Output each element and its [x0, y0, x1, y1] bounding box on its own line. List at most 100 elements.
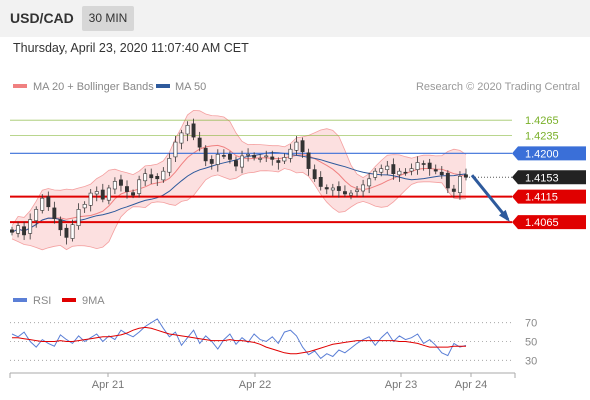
rsi-tick-50: 50: [525, 337, 537, 349]
timeframe-button[interactable]: 30 MIN: [82, 6, 134, 31]
rsi-tick-30: 30: [525, 355, 537, 367]
candle-body: [409, 168, 414, 172]
level-label-1-4065: 1.4065: [525, 217, 559, 229]
candle-body: [125, 186, 129, 192]
candle-body: [137, 179, 142, 194]
legend-swatch-rsi: [13, 298, 27, 302]
candle-body: [173, 141, 178, 158]
candle-body: [270, 156, 275, 160]
legend-label-ma50: MA 50: [175, 81, 206, 93]
candle-body: [228, 154, 232, 160]
candle-body: [100, 189, 105, 200]
rsi-line: [11, 318, 467, 360]
candle-body: [58, 219, 63, 231]
legend-label-ma20: MA 20 + Bollinger Bands: [33, 81, 154, 93]
candle-body: [52, 207, 57, 219]
candle-body: [209, 159, 214, 164]
candle-body: [463, 174, 468, 178]
level-label-1-4235: 1.4235: [525, 130, 559, 142]
candle-body: [215, 154, 220, 165]
level-label-1-4200: 1.4200: [525, 148, 559, 160]
candle-body: [379, 168, 384, 173]
candle-body: [427, 162, 432, 169]
x-tick-label: Apr 23: [385, 379, 417, 391]
candle-body: [421, 163, 426, 165]
candle-body: [403, 171, 408, 174]
candle-body: [355, 189, 359, 192]
candle-body: [336, 186, 341, 191]
candle-body: [185, 125, 190, 135]
candle-body: [221, 155, 226, 157]
candle-body: [40, 197, 45, 211]
candle-body: [439, 171, 444, 175]
rsi-tick-70: 70: [525, 318, 537, 330]
candle-body: [167, 158, 172, 173]
candle-body: [119, 179, 123, 186]
resistance-tag-1-4200: [512, 146, 586, 161]
level-label-1-4115: 1.4115: [525, 192, 558, 204]
legend-label-rsi: RSI: [33, 295, 51, 307]
bollinger-lower-line: [11, 168, 467, 251]
candle-body: [300, 140, 305, 153]
candle-body: [348, 192, 353, 196]
candle-body: [112, 181, 117, 190]
candle-body: [106, 187, 111, 201]
legend-label-9ma: 9MA: [82, 295, 105, 307]
candle-body: [64, 227, 69, 238]
candle-body: [234, 160, 238, 167]
candle-body: [88, 192, 93, 206]
candle-body: [28, 219, 33, 234]
chart-datetime: Thursday, April 23, 2020 11:07:40 AM CET: [13, 41, 249, 55]
candle-body: [342, 191, 347, 195]
candle-body: [373, 170, 378, 178]
candle-body: [264, 155, 269, 158]
candle-body: [94, 191, 99, 195]
symbol-title: USD/CAD: [10, 10, 74, 26]
forecast-arrow-head: [498, 209, 510, 222]
level-label-1-4265: 1.4265: [525, 115, 559, 127]
candle-body: [445, 172, 450, 189]
candle-body: [252, 155, 257, 158]
legend-swatch-9ma: [62, 298, 76, 302]
candle-body: [76, 209, 81, 226]
candle-body: [397, 170, 402, 176]
support-tag-1-4065: [512, 215, 586, 230]
x-tick-label: Apr 22: [239, 379, 271, 391]
candle-body: [415, 162, 420, 170]
candle-body: [10, 229, 14, 233]
candle-body: [155, 176, 160, 180]
candle-body: [306, 152, 311, 169]
candle-body: [451, 188, 456, 192]
candle-body: [82, 204, 87, 209]
candle-body: [288, 148, 293, 159]
legend-swatch-ma20: [13, 84, 27, 88]
level-label-1-4153: 1.4153: [525, 172, 559, 184]
candle-body: [246, 154, 250, 156]
candle-body: [312, 169, 317, 180]
last-price-tag: [512, 170, 586, 185]
candle-body: [282, 157, 287, 162]
candle-body: [240, 155, 244, 168]
support-tag-1-4115: [512, 189, 586, 204]
candle-body: [34, 209, 39, 221]
candle-body: [294, 141, 299, 151]
candle-body: [385, 165, 390, 171]
candle-body: [191, 123, 196, 138]
ma20-line: [11, 144, 467, 233]
candle-body: [318, 177, 323, 187]
candle-body: [16, 225, 20, 234]
bollinger-band: [12, 110, 466, 250]
candle-body: [433, 169, 438, 172]
x-tick-label: Apr 24: [455, 379, 487, 391]
candle-body: [367, 178, 372, 187]
bollinger-upper-line: [11, 109, 467, 226]
candle-body: [391, 164, 396, 174]
candle-body: [149, 174, 154, 179]
top-bar: USD/CAD 30 MIN: [0, 0, 590, 37]
candle-body: [22, 226, 26, 236]
candle-body: [179, 132, 184, 144]
candle-body: [70, 224, 75, 239]
candle-body: [324, 187, 329, 190]
candle-body: [457, 176, 462, 193]
